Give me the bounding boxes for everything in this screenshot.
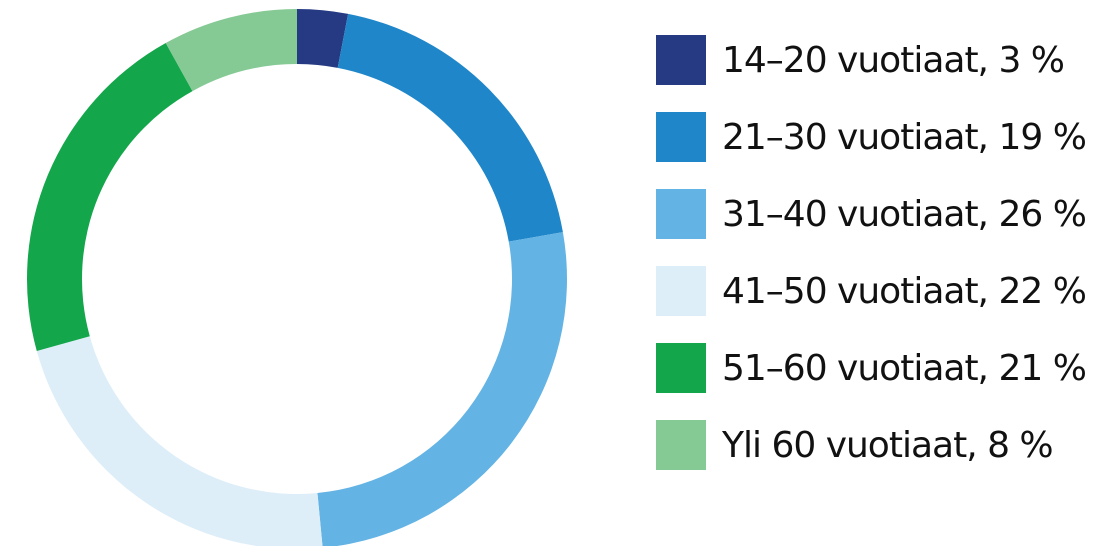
legend-label: 21–30 vuotiaat, 19 %: [722, 117, 1086, 158]
donut-segment: [297, 9, 349, 68]
donut-segment: [165, 9, 297, 92]
legend-label: Yli 60 vuotiaat, 8 %: [721, 425, 1053, 466]
legend-swatch: [656, 112, 706, 162]
donut-segment: [317, 232, 567, 546]
legend-swatch: [656, 266, 706, 316]
donut-segment: [337, 13, 563, 242]
donut-segment: [36, 336, 323, 546]
legend-swatch: [656, 35, 706, 85]
legend-swatch: [656, 420, 706, 470]
legend-label: 51–60 vuotiaat, 21 %: [722, 348, 1086, 389]
donut-segment: [27, 43, 193, 351]
legend-label: 31–40 vuotiaat, 26 %: [722, 194, 1086, 235]
legend-swatch: [656, 189, 706, 239]
legend-label: 41–50 vuotiaat, 22 %: [722, 271, 1086, 312]
legend-label: 14–20 vuotiaat, 3 %: [722, 40, 1064, 81]
legend-swatch: [656, 343, 706, 393]
